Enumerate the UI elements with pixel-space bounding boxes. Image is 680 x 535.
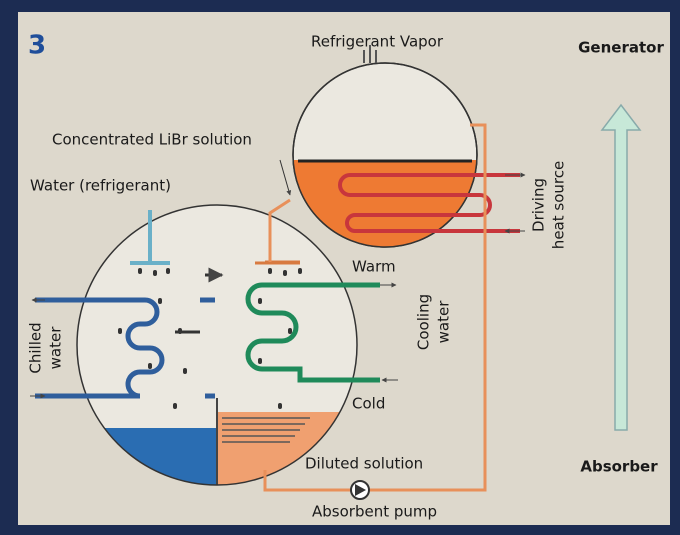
label-line: water — [47, 326, 65, 370]
label: Warm — [352, 258, 396, 276]
label-line: heat source — [550, 161, 568, 249]
label: Refrigerant Vapor — [311, 33, 444, 51]
label: Absorbent pump — [312, 503, 437, 521]
label: Absorber — [580, 458, 658, 476]
label: Water (refrigerant) — [30, 177, 171, 195]
label: Diluted solution — [305, 455, 423, 473]
label-line: water — [435, 300, 453, 344]
page: 3 Refrigerant Vapor Generator Concentrat… — [0, 0, 680, 531]
step-number: 3 — [28, 31, 46, 61]
label-line: Cooling — [415, 294, 433, 350]
label: Generator — [578, 39, 664, 57]
label: Cold — [352, 395, 385, 413]
label-line: Driving — [530, 178, 548, 232]
label: Concentrated LiBr solution — [52, 131, 252, 149]
diagram: 3 Refrigerant Vapor Generator Concentrat… — [0, 0, 680, 531]
label-line: Chilled — [27, 322, 45, 373]
